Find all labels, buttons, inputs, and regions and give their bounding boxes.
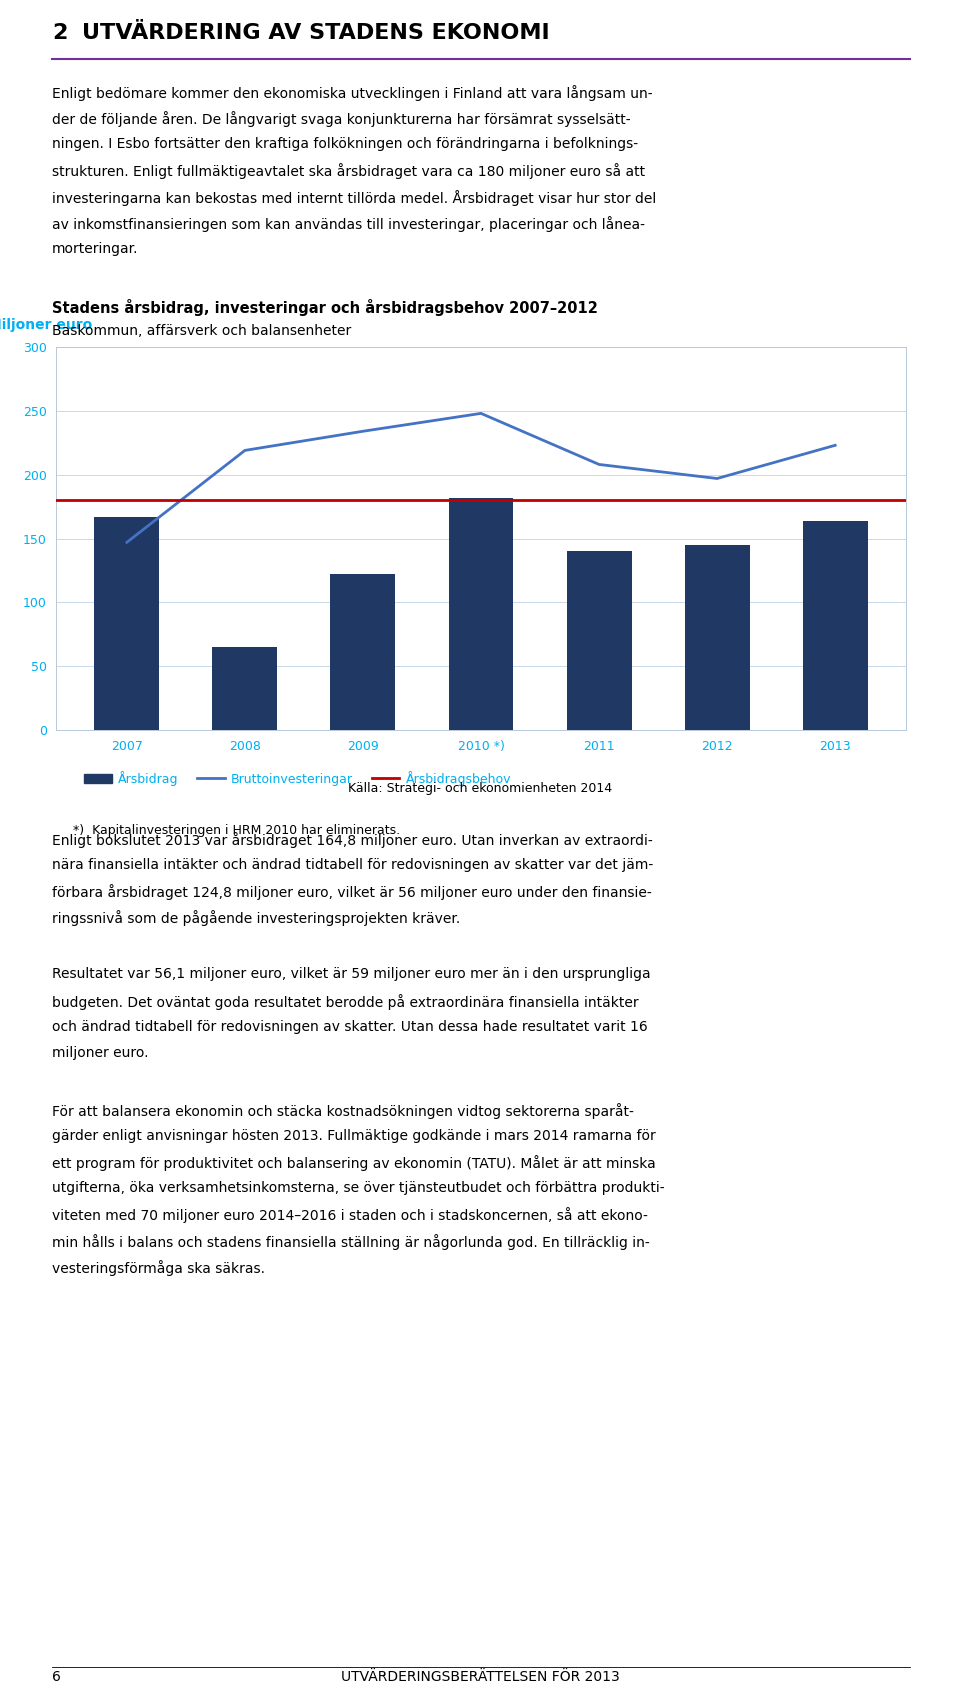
Text: nära finansiella intäkter och ändrad tidtabell för redovisningen av skatter var : nära finansiella intäkter och ändrad tid… <box>52 858 653 873</box>
Bar <box>212 646 277 730</box>
Text: UTVÄRDERING AV STADENS EKONOMI: UTVÄRDERING AV STADENS EKONOMI <box>82 22 550 43</box>
Text: 2: 2 <box>52 22 67 43</box>
Bar <box>330 575 396 730</box>
Text: *)  Kapitalinvesteringen i HRM 2010 har eliminerats.: *) Kapitalinvesteringen i HRM 2010 har e… <box>73 824 400 837</box>
Text: Baskommun, affärsverk och balansenheter: Baskommun, affärsverk och balansenheter <box>52 324 351 338</box>
Text: viteten med 70 miljoner euro 2014–2016 i staden och i stadskoncernen, så att eko: viteten med 70 miljoner euro 2014–2016 i… <box>52 1207 648 1224</box>
Text: Enligt bokslutet 2013 var årsbidraget 164,8 miljoner euro. Utan inverkan av extr: Enligt bokslutet 2013 var årsbidraget 16… <box>52 832 653 847</box>
Text: Enligt bedömare kommer den ekonomiska utvecklingen i Finland att vara långsam un: Enligt bedömare kommer den ekonomiska ut… <box>52 85 653 101</box>
Bar <box>566 551 632 730</box>
Text: gärder enligt anvisningar hösten 2013. Fullmäktige godkände i mars 2014 ramarna : gärder enligt anvisningar hösten 2013. F… <box>52 1129 656 1142</box>
Text: Miljoner euro: Miljoner euro <box>0 317 92 332</box>
Text: miljoner euro.: miljoner euro. <box>52 1045 149 1061</box>
Text: ett program för produktivitet och balansering av ekonomin (TATU). Målet är att m: ett program för produktivitet och balans… <box>52 1154 656 1171</box>
Legend: Årsbidrag, Bruttoinvesteringar, Årsbidragsbehov: Årsbidrag, Bruttoinvesteringar, Årsbidra… <box>80 766 516 791</box>
Text: morteringar.: morteringar. <box>52 242 138 256</box>
Text: vesteringsförmåga ska säkras.: vesteringsförmåga ska säkras. <box>52 1260 265 1275</box>
Text: Resultatet var 56,1 miljoner euro, vilket är 59 miljoner euro mer än i den urspr: Resultatet var 56,1 miljoner euro, vilke… <box>52 967 651 982</box>
Text: Stadens årsbidrag, investeringar och årsbidragsbehov 2007–2012: Stadens årsbidrag, investeringar och års… <box>52 298 598 315</box>
Bar <box>448 498 514 730</box>
Text: ringssnivå som de pågående investeringsprojekten kräver.: ringssnivå som de pågående investeringsp… <box>52 910 460 926</box>
Text: budgeten. Det oväntat goda resultatet berodde på extraordinära finansiella intäk: budgeten. Det oväntat goda resultatet be… <box>52 994 638 1009</box>
Text: utgifterna, öka verksamhetsinkomsterna, se över tjänsteutbudet och förbättra pro: utgifterna, öka verksamhetsinkomsterna, … <box>52 1182 664 1195</box>
Text: ningen. I Esbo fortsätter den kraftiga folkökningen och förändringarna i befolkn: ningen. I Esbo fortsätter den kraftiga f… <box>52 138 638 152</box>
Text: der de följande åren. De långvarigt svaga konjunkturerna har försämrat sysselsät: der de följande åren. De långvarigt svag… <box>52 111 631 128</box>
Text: och ändrad tidtabell för redovisningen av skatter. Utan dessa hade resultatet va: och ändrad tidtabell för redovisningen a… <box>52 1020 648 1033</box>
Text: strukturen. Enligt fullmäktigeavtalet ska årsbidraget vara ca 180 miljoner euro : strukturen. Enligt fullmäktigeavtalet sk… <box>52 164 645 179</box>
Bar <box>803 520 868 730</box>
Text: Källa: Strategi- och ekonomienheten 2014: Källa: Strategi- och ekonomienheten 2014 <box>348 783 612 795</box>
Bar <box>684 546 750 730</box>
Text: För att balansera ekonomin och stäcka kostnadsökningen vidtog sektorerna sparåt-: För att balansera ekonomin och stäcka ko… <box>52 1103 634 1118</box>
Bar <box>94 517 159 730</box>
Text: min hålls i balans och stadens finansiella ställning är någorlunda god. En tillr: min hålls i balans och stadens finansiel… <box>52 1234 650 1250</box>
Text: UTVÄRDERINGSBERÄTTELSEN FÖR 2013: UTVÄRDERINGSBERÄTTELSEN FÖR 2013 <box>341 1669 619 1685</box>
Text: av inkomstfinansieringen som kan användas till investeringar, placeringar och lå: av inkomstfinansieringen som kan använda… <box>52 217 645 232</box>
Text: 6: 6 <box>52 1669 60 1685</box>
Text: förbara årsbidraget 124,8 miljoner euro, vilket är 56 miljoner euro under den fi: förbara årsbidraget 124,8 miljoner euro,… <box>52 885 652 900</box>
Text: investeringarna kan bekostas med internt tillörda medel. Årsbidraget visar hur s: investeringarna kan bekostas med internt… <box>52 189 657 206</box>
